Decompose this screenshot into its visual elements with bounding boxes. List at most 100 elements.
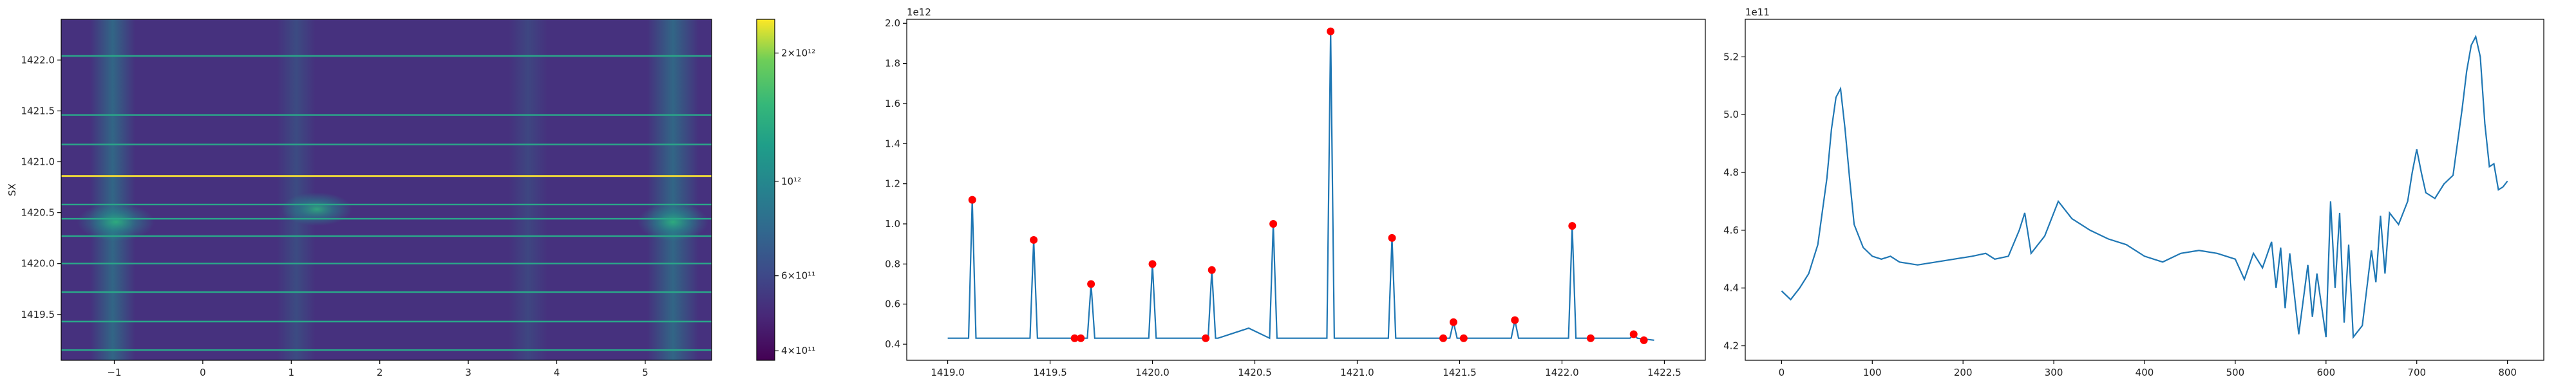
colorbar-gradient: [756, 19, 775, 361]
profile-x-tick-label: 0: [1779, 367, 1785, 378]
peak-marker: [1030, 235, 1038, 244]
peaks-markers: [968, 27, 1648, 344]
heatmap-panel: −1 0 1 2 3 4 5 1419.51420.01420.51421.01421.51…: [6, 19, 815, 378]
heatmap-bright-rows: [61, 55, 712, 351]
profile-frame: [1745, 19, 2544, 361]
peak-marker: [1568, 222, 1577, 230]
peaks-y-tick-label: 1.2: [885, 178, 900, 190]
peaks-series-line: [947, 31, 1654, 341]
heatmap-y-tick-label: 1421.0: [21, 156, 55, 167]
peaks-x-tick-label: 1419.0: [931, 367, 965, 378]
peak-marker: [1640, 336, 1648, 344]
heatmap-x-tick-label: −1: [107, 367, 121, 378]
peaks-x-tick-label: 1422.0: [1545, 367, 1579, 378]
peak-marker: [1327, 27, 1335, 35]
heatmap-x-tick-label: 4: [554, 367, 560, 378]
heatmap-glow-column: [90, 19, 135, 360]
profile-y-axis: 4.2 4.4 4.6 4.8 5.0 5.2: [1723, 51, 1745, 352]
profile-x-tick-label: 100: [1863, 367, 1882, 378]
peaks-y-tick-label: 1.8: [885, 58, 900, 69]
profile-x-tick-label: 300: [2045, 367, 2063, 378]
peak-marker: [1511, 316, 1519, 324]
profile-panel: 1e11 0 100 200 300 400 500 600 700 800 4.2 4.4 4.6…: [1723, 6, 2544, 378]
peak-marker: [1449, 318, 1457, 326]
colorbar: 4×10¹¹ 6×10¹¹ 10¹² 2×10¹²: [756, 19, 815, 361]
heatmap-y-tick-label: 1422.0: [21, 54, 55, 66]
heatmap-frame: [61, 19, 712, 361]
peaks-y-tick-label: 1.0: [885, 218, 900, 230]
peaks-y-tick-label: 1.6: [885, 98, 900, 109]
peaks-x-tick-label: 1420.5: [1238, 367, 1272, 378]
peaks-frame: [906, 19, 1706, 361]
profile-x-axis: 0 100 200 300 400 500 600 700 800: [1779, 360, 2517, 378]
peaks-y-tick-label: 0.4: [885, 338, 900, 350]
profile-y-tick-label: 4.8: [1723, 167, 1739, 178]
peaks-y-tick-label: 0.8: [885, 258, 900, 270]
peak-marker: [1202, 334, 1210, 342]
peak-marker: [1077, 334, 1085, 342]
profile-exponent-label: 1e11: [1745, 6, 1770, 18]
peak-marker: [1269, 220, 1278, 228]
profile-x-tick-label: 400: [2136, 367, 2154, 378]
peak-marker: [1439, 334, 1448, 342]
peaks-y-tick-label: 2.0: [885, 17, 900, 29]
peak-marker: [1586, 334, 1595, 342]
colorbar-tick-label: 2×10¹²: [781, 47, 815, 59]
peak-marker: [968, 196, 976, 204]
heatmap-x-tick-label: 0: [200, 367, 206, 378]
heatmap-x-tick-label: 2: [377, 367, 383, 378]
colorbar-tick-label: 6×10¹¹: [781, 270, 815, 282]
peaks-x-tick-label: 1422.5: [1647, 367, 1681, 378]
profile-y-tick-label: 4.6: [1723, 225, 1739, 236]
profile-y-tick-label: 4.2: [1723, 340, 1739, 352]
colorbar-ticks: 4×10¹¹ 6×10¹¹ 10¹² 2×10¹²: [775, 47, 815, 356]
peaks-y-tick-label: 0.6: [885, 299, 900, 310]
peaks-x-axis: 1419.0 1419.5 1420.0 1420.5 1421.0 1421.5 1422…: [931, 360, 1681, 378]
profile-x-tick-label: 600: [2316, 367, 2335, 378]
heatmap-y-tick-label: 1420.5: [21, 207, 55, 219]
peak-marker: [1070, 334, 1079, 342]
heatmap-glow-column: [647, 19, 699, 360]
profile-series-line: [1781, 34, 2508, 340]
heatmap-background: [61, 19, 712, 360]
heatmap-x-tick-label: 3: [465, 367, 471, 378]
profile-x-tick-label: 500: [2226, 367, 2245, 378]
heatmap-y-tick-label: 1420.0: [21, 258, 55, 270]
peak-marker: [1629, 330, 1638, 338]
peaks-y-tick-label: 1.4: [885, 138, 900, 149]
heatmap-blob: [77, 203, 155, 241]
peaks-panel: 1e12 1419.0 1419.5 1420.0 1420.5 1421.0 1421.…: [885, 6, 1706, 378]
profile-x-tick-label: 800: [2498, 367, 2517, 378]
peaks-x-tick-label: 1420.0: [1135, 367, 1170, 378]
peaks-exponent-label: 1e12: [907, 6, 931, 18]
peaks-x-tick-label: 1419.5: [1033, 367, 1067, 378]
peak-marker: [1388, 234, 1396, 242]
heatmap-blob: [281, 192, 352, 226]
heatmap-y-label: SX: [6, 183, 18, 196]
heatmap-x-tick-label: 5: [642, 367, 649, 378]
peaks-y-axis: 0.4 0.6 0.8 1.0 1.2 1.4 1.6 1.8 2.0: [885, 17, 907, 350]
heatmap-y-axis: 1419.5 1420.0 1420.5 1421.0 1421.5 1422.0: [21, 54, 61, 320]
heatmap-x-tick-label: 1: [289, 367, 295, 378]
peaks-x-tick-label: 1421.0: [1340, 367, 1374, 378]
heatmap-x-axis: −1 0 1 2 3 4 5: [107, 360, 649, 378]
profile-y-tick-label: 5.0: [1723, 109, 1739, 120]
heatmap-image: [61, 19, 712, 360]
peak-marker: [1459, 334, 1468, 342]
peak-marker: [1208, 266, 1216, 274]
profile-x-tick-label: 200: [1954, 367, 1973, 378]
profile-y-tick-label: 5.2: [1723, 51, 1739, 62]
peak-marker: [1087, 280, 1095, 288]
profile-y-tick-label: 4.4: [1723, 282, 1739, 294]
heatmap-blob: [638, 203, 708, 241]
heatmap-glow-column: [277, 19, 316, 360]
profile-x-tick-label: 700: [2407, 367, 2426, 378]
peaks-x-tick-label: 1421.5: [1443, 367, 1477, 378]
heatmap-glow-column: [509, 19, 547, 360]
heatmap-y-tick-label: 1421.5: [21, 105, 55, 116]
heatmap-y-tick-label: 1419.5: [21, 309, 55, 320]
peak-marker: [1148, 260, 1157, 268]
colorbar-tick-label: 4×10¹¹: [781, 345, 815, 356]
colorbar-tick-label: 10¹²: [781, 176, 801, 187]
